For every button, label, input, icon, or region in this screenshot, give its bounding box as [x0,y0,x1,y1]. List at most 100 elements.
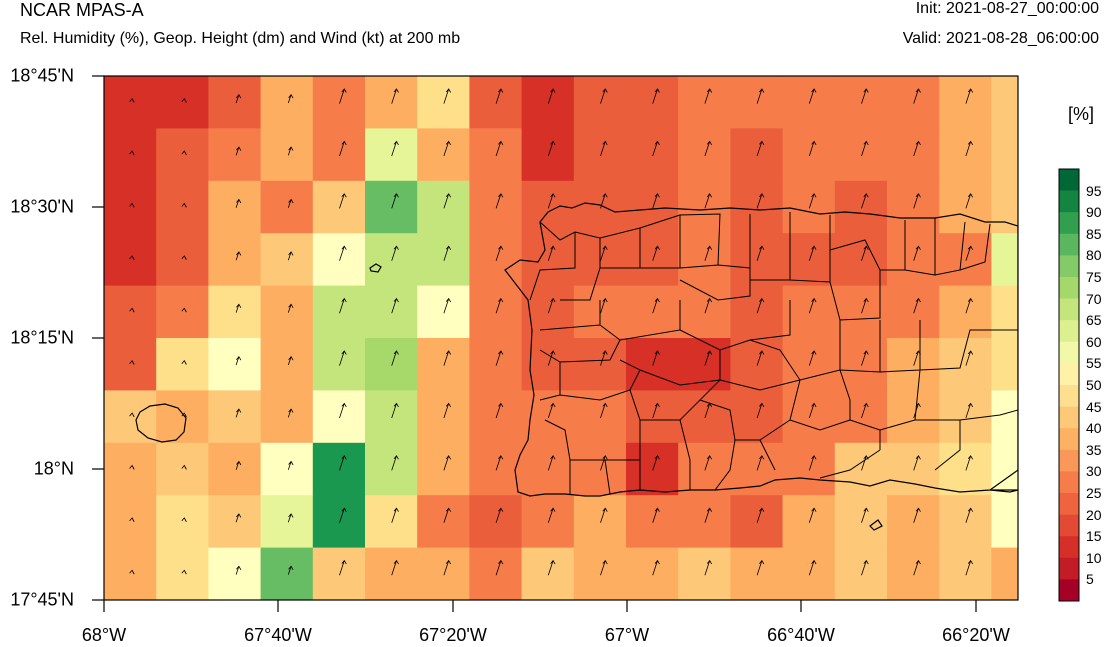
wind-vector [181,360,187,365]
humidity-cell [260,338,314,391]
humidity-cell [260,547,314,600]
wind-vector [913,455,921,471]
wind-vector [913,88,921,104]
humidity-cell [782,390,836,444]
humidity-cell [678,547,731,600]
humidity-cell [834,128,888,182]
wind-vector [495,559,504,576]
humidity-cell [573,390,627,444]
wind-vector [808,559,817,576]
humidity-cell [208,547,262,600]
field-description: Rel. Humidity (%), Geop. Height (dm) and… [20,30,461,47]
wind-vector [965,507,974,523]
humidity-cell [469,390,523,444]
wind-vector [391,507,399,523]
colorbar-tick-label: 20 [1086,506,1102,523]
wind-vector [704,245,713,261]
wind-vector [704,193,713,209]
humidity-cell [156,76,209,129]
colorbar-swatch [1059,385,1079,407]
valid-time: Valid: 2021-08-28_06:00:00 [902,30,1099,47]
wind-vector [704,455,713,471]
wind-vector [391,245,399,261]
wind-vector [235,303,242,313]
humidity-cell [573,76,627,129]
humidity-cell [521,76,575,129]
humidity-cell [156,495,209,549]
colorbar-swatch [1059,190,1079,213]
colorbar-tick-label: 90 [1086,204,1102,221]
wind-vector [913,559,921,576]
humidity-cell [522,600,575,647]
humidity-cell [887,600,940,647]
colorbar-tick-label: 50 [1086,377,1102,393]
colorbar-swatch [1059,449,1079,472]
humidity-cell [939,76,992,129]
wind-vector [965,402,974,419]
humidity-cell [626,285,679,339]
humidity-cell [104,128,157,182]
wind-vector [965,140,974,157]
wind-vector [1017,312,1018,314]
wind-vector [181,98,187,103]
wind-vector [808,193,817,209]
wind-vector [339,245,347,261]
wind-vector [808,402,817,419]
wind-vector [914,613,921,628]
wind-vector [495,140,504,157]
humidity-cell [365,128,418,182]
wind-vector [1017,469,1018,471]
wind-vector [653,613,660,628]
wind-vector [339,140,347,157]
humidity-cell [417,390,470,444]
colorbar-tick-label: 85 [1086,225,1102,242]
humidity-cell [678,442,731,496]
wind-vector [495,245,504,261]
wind-vector [600,559,608,576]
humidity-cell [469,338,523,391]
wind-vector [808,245,817,261]
wind-vector [443,350,452,366]
lat-label-17-45: 17°45'N [10,589,74,610]
humidity-cell [991,390,1018,444]
wind-vector [287,565,294,575]
humidity-cell [208,390,262,444]
wind-vector [443,507,452,523]
humidity-cell [417,76,470,129]
wind-vector [495,455,504,471]
humidity-cell [156,180,209,234]
humidity-cell [312,338,366,391]
humidity-cell [678,600,731,647]
humidity-cell [156,442,209,496]
humidity-cell [573,495,627,549]
wind-vector [547,455,556,471]
humidity-cell [678,180,731,234]
humidity-cell [208,233,262,287]
humidity-cell [834,547,888,600]
humidity-cell [991,495,1018,549]
wind-vector [756,402,765,419]
humidity-cell [782,285,836,339]
wind-vector [757,613,764,628]
humidity-cell [834,285,888,339]
wind-vector [704,297,713,314]
wind-vector [443,193,452,209]
wind-vector [913,507,921,523]
wind-vector [600,88,608,104]
desecheo-island-outline [369,263,382,273]
wind-vector [861,559,869,576]
wind-vector [862,613,869,628]
humidity-cell [312,390,366,444]
wind-vector [861,140,869,157]
mona-island-outline [135,403,187,443]
humidity-cell [104,390,157,444]
wind-vector [496,613,503,628]
humidity-cell [626,180,679,234]
wind-vector [181,150,187,156]
humidity-cell [521,338,575,391]
colorbar-tick-label: 55 [1086,355,1102,372]
humidity-cell [678,495,731,549]
humidity-cell [260,390,314,444]
wind-vector [1018,613,1025,628]
